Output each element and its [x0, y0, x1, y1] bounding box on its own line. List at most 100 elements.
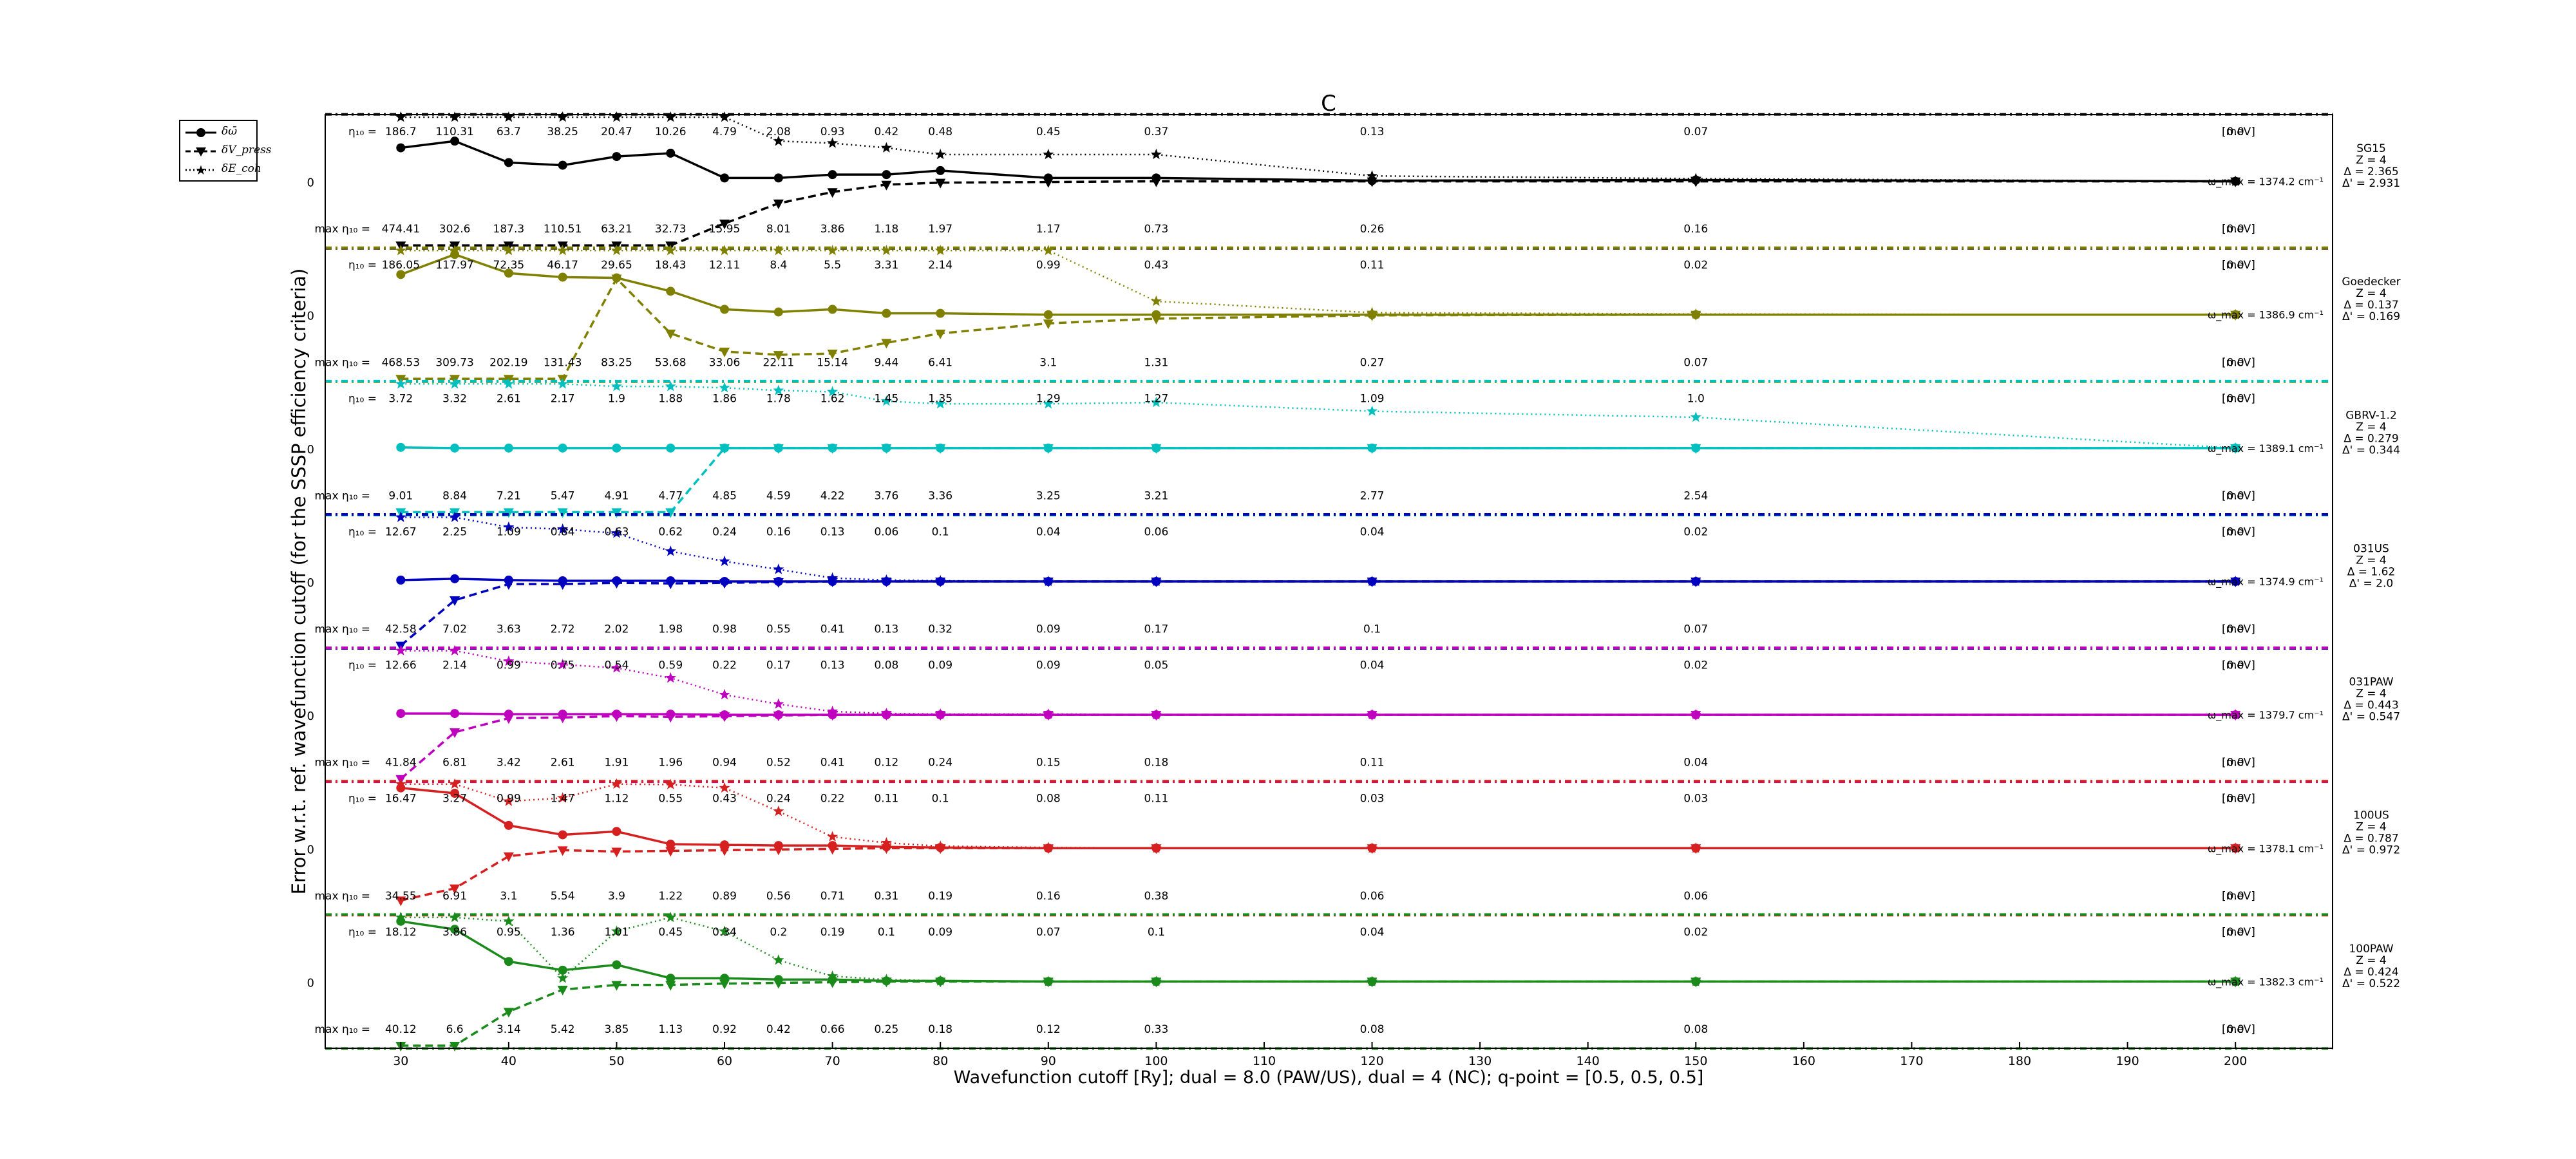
pseudopotential-info: Z = 4 [2356, 821, 2387, 834]
max-eta10-row-label: max η₁₀ = [315, 623, 371, 636]
phonon-frequency-marker [612, 152, 621, 162]
phonon-frequency-marker [612, 710, 621, 719]
eta10-value: 0.1 [932, 793, 949, 806]
phonon-frequency-marker [773, 841, 783, 851]
eta10-value: 0.22 [712, 659, 737, 672]
max-eta10-value: 0.08 [1683, 1023, 1708, 1036]
x-tick-label: 110 [1253, 1054, 1276, 1068]
max-eta10-value: 0.17 [1144, 623, 1168, 636]
max-eta10-value: 32.73 [655, 223, 687, 236]
panels-layer: 0 η₁₀ = max η₁₀ = 186.7 474.41 110.31 302.6 63.… [307, 111, 2401, 1051]
max-eta10-value: 2.61 [551, 757, 575, 769]
eta10-value: 0.09 [928, 926, 952, 939]
max-eta10-value: 3.42 [497, 757, 521, 769]
pressure-marker [557, 985, 568, 995]
eta10-value: 2.61 [497, 392, 521, 405]
eta10-value: 18.12 [385, 926, 417, 939]
max-eta10-value: 3.86 [820, 223, 845, 236]
max-eta10-value: 0.98 [712, 623, 737, 636]
phonon-frequency-marker [2231, 710, 2240, 720]
max-eta10-value: 0.15 [1036, 757, 1061, 769]
max-eta10-value: 0.19 [928, 890, 952, 903]
max-eta10-value: 1.96 [658, 757, 683, 769]
phonon-frequency-marker [882, 842, 891, 852]
eta10-value: 0.07 [1683, 126, 1708, 138]
max-eta10-value: 3.14 [497, 1023, 521, 1036]
max-eta10-value: 0.06 [1683, 890, 1708, 903]
phonon-frequency-line [401, 920, 2236, 983]
max-eta10-value: 5.54 [551, 890, 575, 903]
eta10-value: 0.24 [766, 793, 791, 806]
max-eta10-value: 1.31 [1144, 356, 1168, 369]
phonon-frequency-marker [936, 443, 945, 453]
cohesive-energy-marker [719, 245, 730, 256]
max-eta10-value: 110.51 [544, 223, 582, 236]
max-eta10-row-label: max η₁₀ = [315, 890, 371, 903]
max-eta10-value: 3.25 [1036, 489, 1061, 502]
phonon-frequency-marker [666, 974, 676, 983]
plot-frame [325, 114, 2333, 1049]
legend: δω̄ δV_press ★ δE_coh [179, 120, 272, 182]
max-eta10-value: 131.43 [544, 356, 582, 369]
cohesive-energy-marker [880, 245, 892, 256]
phonon-frequency-marker [1043, 443, 1053, 453]
max-eta10-value: 302.6 [439, 223, 471, 236]
eta10-value: 0.0 [2227, 926, 2244, 939]
eta10-value: 0.11 [1360, 259, 1385, 272]
max-eta10-row-label: max η₁₀ = [315, 356, 371, 369]
max-eta10-value: 3.1 [500, 890, 517, 903]
phonon-frequency-marker [720, 305, 730, 314]
eta10-value: 0.75 [551, 659, 575, 672]
eta10-value: 2.25 [442, 525, 467, 538]
unit-label: [meV] [2222, 126, 2255, 138]
max-eta10-value: 3.76 [874, 489, 898, 502]
cohesive-energy-marker [719, 382, 730, 393]
unit-label: [meV] [2222, 623, 2255, 636]
phonon-frequency-marker [828, 577, 837, 586]
cohesive-energy-marker [880, 837, 892, 848]
pressure-marker [665, 847, 676, 857]
max-eta10-value: 0.0 [2227, 223, 2244, 236]
max-eta10-value: 6.81 [442, 757, 467, 769]
chart-title: C [1321, 91, 1336, 117]
cohesive-energy-marker [665, 778, 676, 789]
phonon-frequency-marker [504, 710, 513, 719]
max-eta10-value: 7.21 [497, 489, 521, 502]
phonon-frequency-marker [1367, 310, 1377, 319]
max-eta10-value: 0.16 [1036, 890, 1061, 903]
cohesive-energy-marker [395, 511, 406, 522]
phonon-frequency-marker [1367, 710, 1377, 720]
unit-label: [meV] [2222, 259, 2255, 272]
zero-tick-label: 0 [307, 576, 314, 590]
cohesive-energy-marker [1043, 398, 1054, 409]
legend-marker-triangle [185, 147, 216, 156]
phonon-frequency-line [401, 140, 2236, 183]
eta10-row-label: η₁₀ = [348, 793, 377, 806]
phonon-frequency-marker [773, 975, 783, 985]
cohesive-energy-marker [827, 137, 838, 148]
pseudopotential-name: 100US [2353, 809, 2389, 822]
eta10-value: 0.02 [1683, 525, 1708, 538]
cohesive-energy-marker [827, 831, 838, 842]
phonon-frequency-marker [882, 976, 891, 986]
pressure-marker [503, 852, 514, 862]
eta10-value: 0.06 [874, 525, 898, 538]
legend-marker-star: ★ [185, 162, 216, 178]
phonon-frequency-line [401, 786, 2236, 850]
cohesive-energy-marker [773, 806, 784, 816]
phonon-frequency-marker [936, 843, 945, 853]
cohesive-energy-marker [719, 782, 730, 793]
pressure-marker [773, 351, 784, 361]
eta10-value: 2.14 [442, 659, 467, 672]
eta10-value: 0.08 [1036, 793, 1061, 806]
max-eta10-value: 0.16 [1683, 223, 1708, 236]
pressure-marker [665, 329, 676, 339]
phonon-frequency-marker [1043, 977, 1053, 986]
max-eta10-value: 0.07 [1683, 623, 1708, 636]
pseudopotential-name: 031PAW [2349, 676, 2393, 689]
max-eta10-row-label: max η₁₀ = [315, 757, 371, 769]
phonon-frequency-marker [1151, 173, 1161, 183]
phonon-frequency-marker [936, 165, 945, 175]
max-eta10-value: 1.98 [658, 623, 683, 636]
legend-marker-circle [185, 128, 216, 137]
